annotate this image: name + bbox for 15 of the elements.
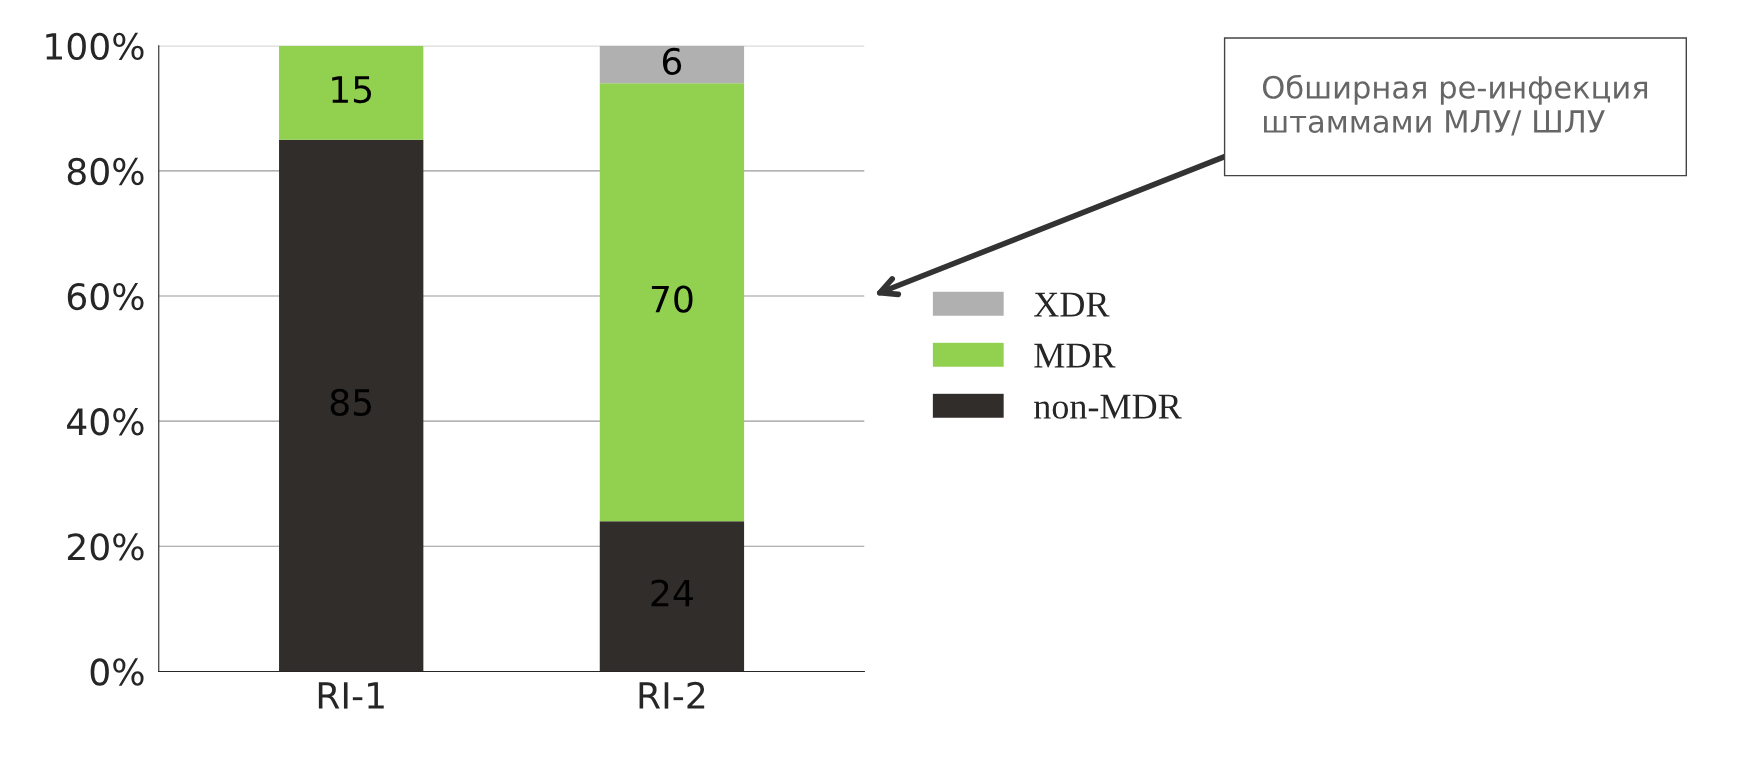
y-tick-label: 0%	[90, 658, 144, 686]
legend-label: non-MDR	[1034, 394, 1182, 419]
data-label: 15	[332, 76, 372, 104]
legend-label: MDR	[1034, 343, 1116, 368]
y-tick-label: 40%	[67, 408, 144, 436]
y-tick-label: 20%	[67, 533, 144, 561]
x-tick-label: RI-1	[318, 682, 384, 709]
y-tick-label: 60%	[67, 282, 144, 311]
data-label: 6	[662, 47, 682, 76]
x-tick-label: RI-2	[639, 681, 705, 709]
y-tick-label: 100%	[46, 32, 144, 61]
y-tick-label: 80%	[67, 157, 144, 186]
text: Обширная ре-инфекция штаммами МЛУ/ ШЛУ	[1262, 74, 1648, 136]
data-label: 70	[651, 285, 693, 313]
legend-label: XDR	[1034, 292, 1110, 317]
